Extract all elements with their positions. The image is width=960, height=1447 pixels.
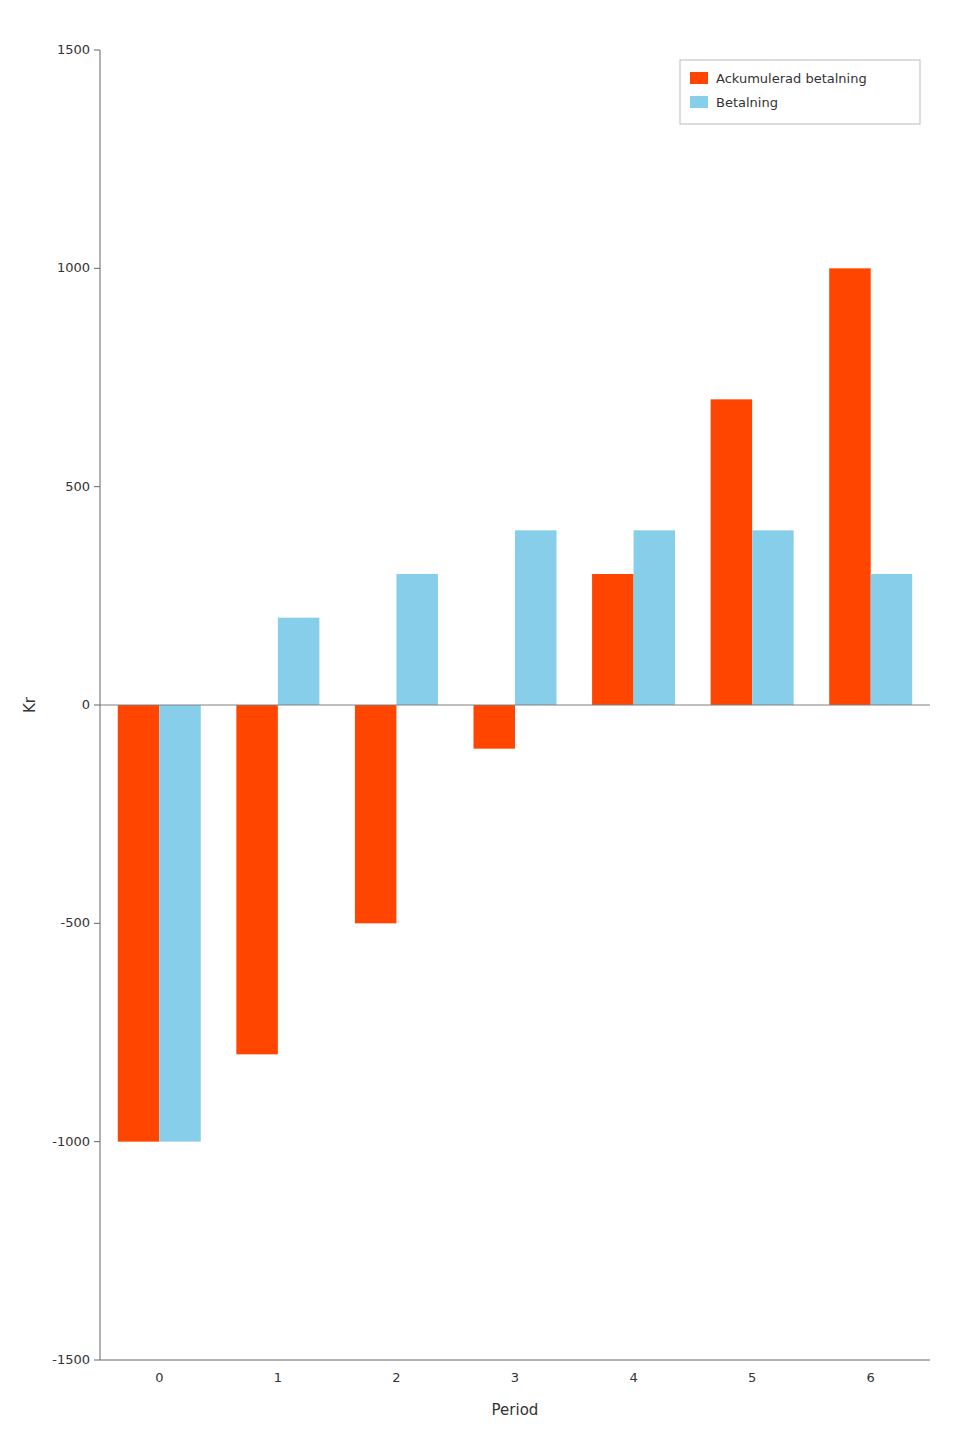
x-tick-label: 0 (155, 1370, 163, 1385)
bar (515, 530, 557, 705)
chart-container: -1500 -1000 -500 0 500 1000 1500 0 1 2 3 4 5 6 Period K… (0, 0, 960, 1447)
legend-label: Betalning (716, 95, 778, 110)
y-tick (94, 923, 100, 924)
x-tick-label: 1 (274, 1370, 282, 1385)
x-axis-label: Period (492, 1401, 539, 1419)
x-tick-label: 3 (511, 1370, 519, 1385)
bar (355, 705, 397, 923)
y-tick-label: 1000 (57, 260, 90, 275)
x-tick-label: 5 (748, 1370, 756, 1385)
bar (118, 705, 159, 1142)
zero-line (100, 705, 930, 706)
bar (159, 705, 201, 1142)
x-tick-label: 4 (629, 1370, 637, 1385)
bar (236, 705, 278, 1054)
bar (396, 574, 438, 705)
bar (634, 530, 676, 705)
y-tick (94, 1141, 100, 1142)
y-tick-label: -1000 (52, 1134, 90, 1149)
legend: Ackumulerad betalning Betalning (680, 60, 920, 124)
legend-label: Ackumulerad betalning (716, 71, 867, 86)
y-tick (94, 1360, 100, 1361)
x-tick-label: 2 (392, 1370, 400, 1385)
y-tick (94, 486, 100, 487)
y-tick (94, 705, 100, 706)
y-tick-label: 1500 (57, 42, 90, 57)
y-tick-label: 0 (82, 697, 90, 712)
legend-swatch (690, 96, 708, 108)
bar (592, 574, 634, 705)
chart-svg: -1500 -1000 -500 0 500 1000 1500 0 1 2 3 4 5 6 Period K… (0, 0, 960, 1447)
legend-swatch (690, 72, 708, 84)
bar (871, 574, 913, 705)
y-tick-label: -1500 (52, 1352, 90, 1367)
bar (752, 530, 794, 705)
legend-box (680, 60, 920, 124)
y-tick-label: -500 (60, 915, 90, 930)
bar (711, 399, 753, 705)
bar (474, 705, 516, 749)
y-tick (94, 268, 100, 269)
x-axis (100, 1360, 930, 1361)
y-axis (100, 50, 101, 1360)
y-axis-label: Kr (21, 696, 39, 713)
bar (829, 268, 871, 705)
y-tick (94, 50, 100, 51)
y-tick-label: 500 (65, 479, 90, 494)
x-tick-label: 6 (867, 1370, 875, 1385)
bar (278, 618, 320, 705)
